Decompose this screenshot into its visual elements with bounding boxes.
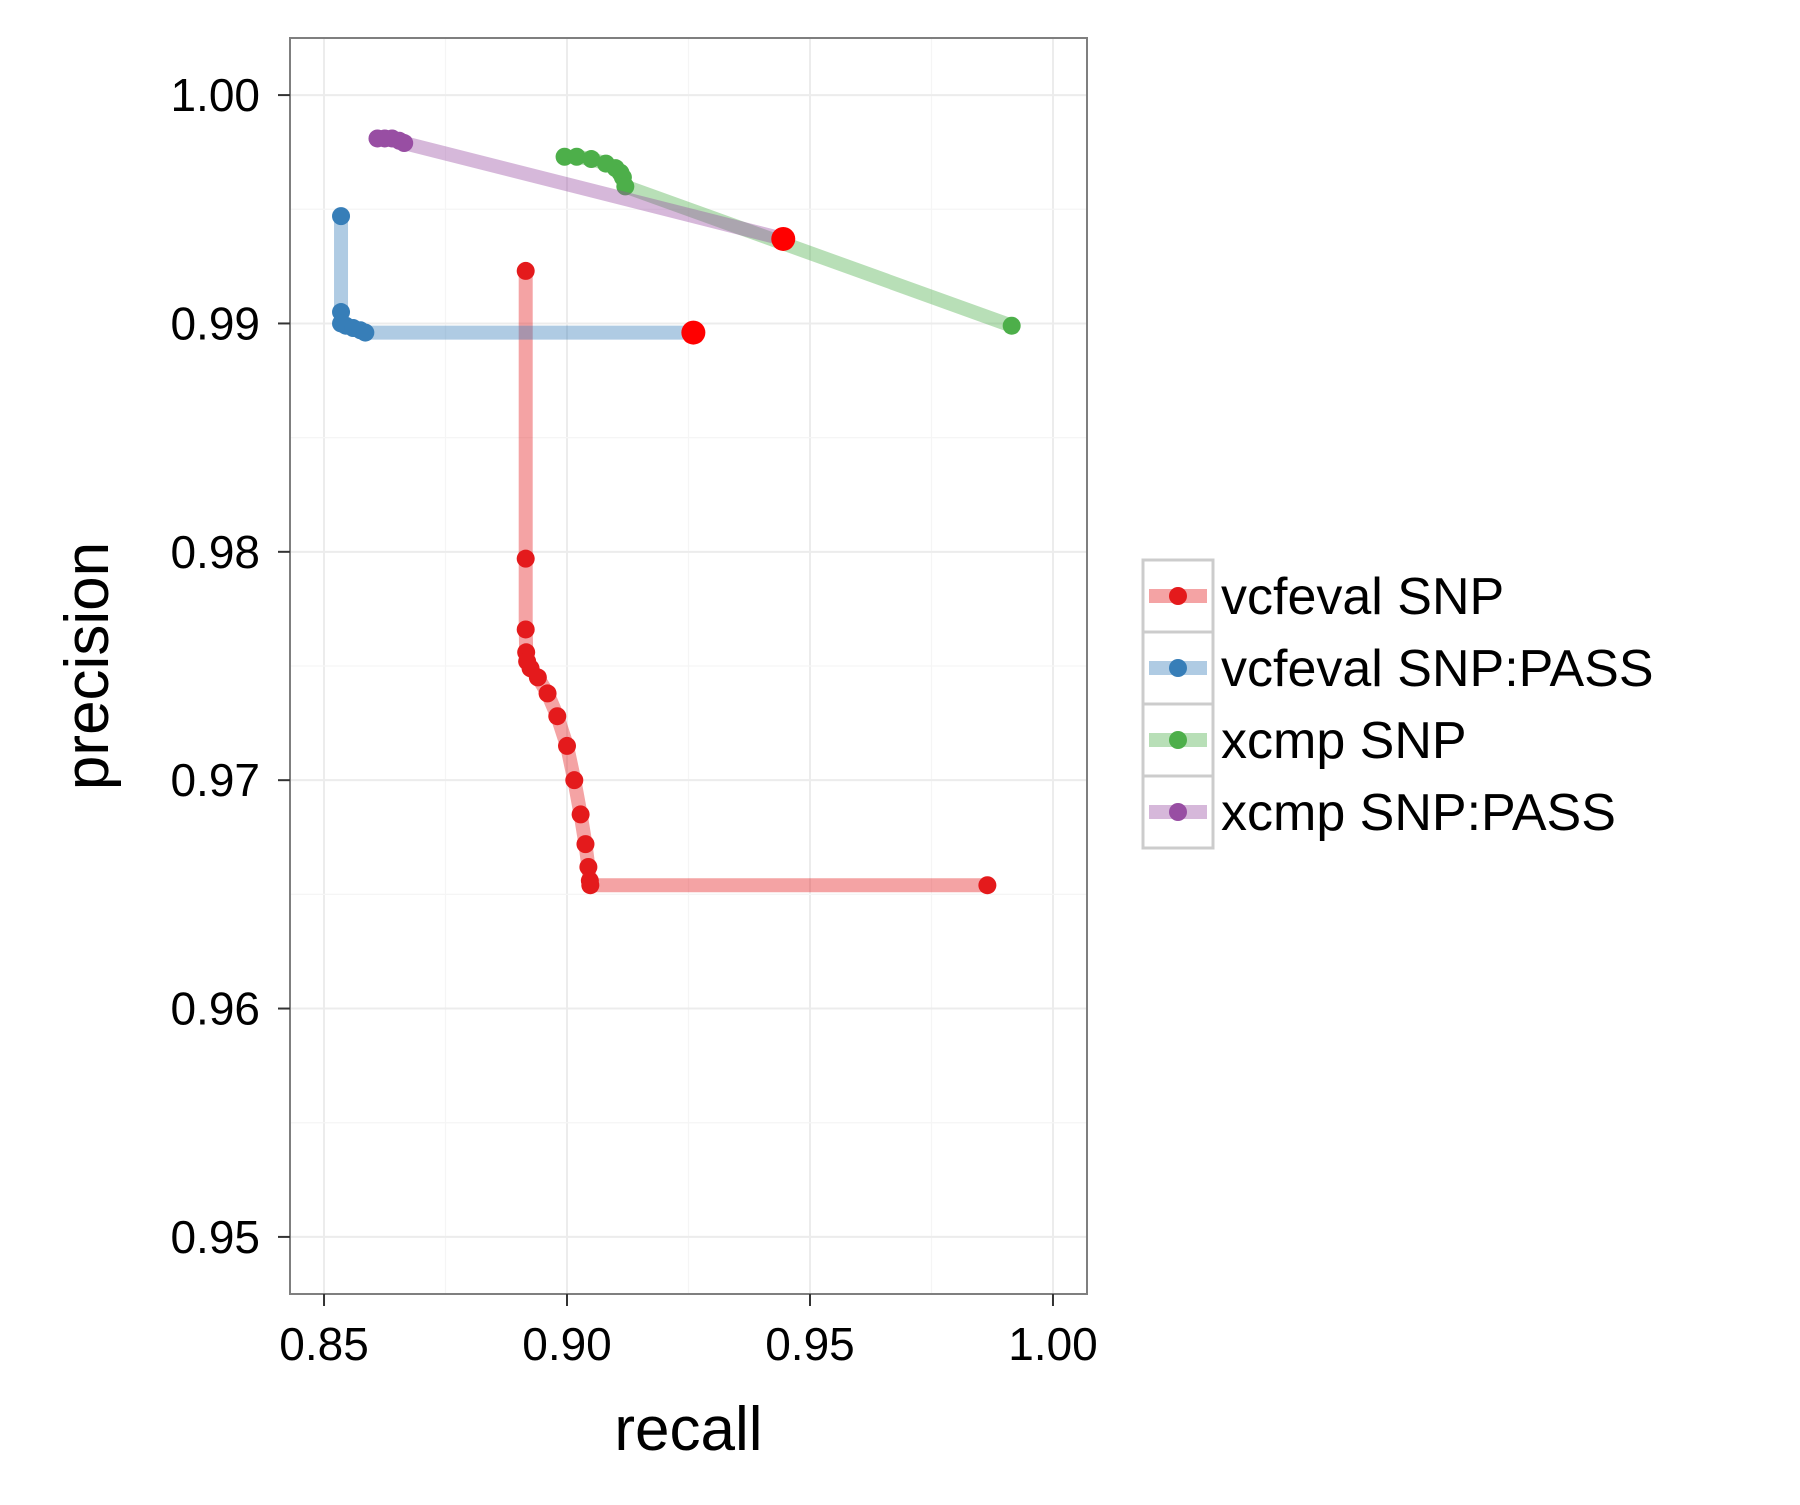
legend-label: xcmp SNP:PASS: [1221, 784, 1616, 842]
data-point: [579, 857, 598, 876]
legend-key-point: [1169, 587, 1187, 605]
legend-item: vcfeval SNP:PASS: [1141, 630, 1654, 706]
data-point: [571, 805, 590, 824]
y-tick-label: 0.95: [170, 1211, 260, 1263]
legend-label: vcfeval SNP: [1221, 568, 1504, 626]
y-tick-label: 0.97: [170, 754, 260, 806]
data-point: [332, 207, 351, 226]
data-point: [978, 876, 997, 895]
data-point: [576, 835, 595, 854]
data-point: [528, 668, 547, 687]
y-tick-label: 0.96: [170, 983, 260, 1035]
x-tick-label: 0.95: [765, 1318, 855, 1370]
data-point: [567, 147, 586, 166]
y-tick-label: 0.99: [170, 297, 260, 349]
legend: vcfeval SNP vcfeval SNP:PASS xcmp SNP xcmp …: [1141, 558, 1654, 850]
y-axis-title: precision: [53, 542, 122, 790]
x-axis-title: recall: [614, 1395, 762, 1464]
legend-item: vcfeval SNP: [1141, 558, 1504, 634]
legend-key-point: [1169, 803, 1187, 821]
plot-panel-border: [289, 37, 1088, 1295]
y-tick-label: 1.00: [170, 69, 260, 121]
data-point: [1002, 316, 1021, 335]
grid-layer: [290, 38, 1087, 1294]
data-point: [581, 876, 600, 895]
legend-label: xcmp SNP: [1221, 712, 1467, 770]
data-point: [548, 707, 567, 726]
data-point: [538, 684, 557, 703]
legend-item: xcmp SNP:PASS: [1141, 774, 1616, 850]
data-point: [356, 323, 375, 342]
data-point: [582, 150, 601, 169]
series-xcmp-snp-pass: [368, 129, 793, 248]
data-point: [516, 620, 535, 639]
data-point: [516, 261, 535, 280]
data-point: [565, 771, 584, 790]
emphasis-point: [771, 226, 796, 251]
data-point: [558, 736, 577, 755]
emphasis-point: [681, 320, 706, 345]
y-tick-label: 0.98: [170, 526, 260, 578]
data-point: [616, 177, 635, 196]
x-tick-label: 1.00: [1008, 1318, 1098, 1370]
x-tick-label: 0.85: [279, 1318, 369, 1370]
legend-key-point: [1169, 659, 1187, 677]
x-tick-label: 0.90: [522, 1318, 612, 1370]
axis-layer: 0.85 0.90 0.95 1.00 0.95 0.96 0.97 0.98 0.99 1.00: [170, 69, 1097, 1370]
data-point: [516, 549, 535, 568]
series-xcmp-snp: [555, 147, 1021, 335]
series-vcfeval-snp: [516, 261, 997, 895]
legend-key-point: [1169, 731, 1187, 749]
series-layer: [332, 129, 1021, 895]
legend-item: xcmp SNP: [1141, 702, 1467, 778]
data-point: [395, 134, 414, 153]
legend-label: vcfeval SNP:PASS: [1221, 640, 1654, 698]
